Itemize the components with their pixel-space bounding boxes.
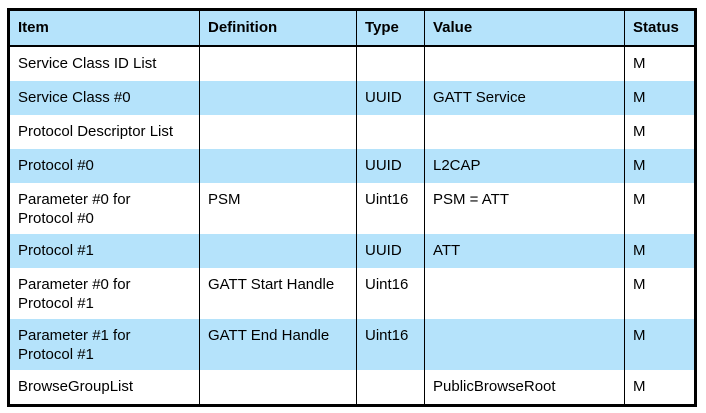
cell-value bbox=[424, 268, 625, 319]
cell-definition bbox=[199, 46, 357, 81]
cell-definition: PSM bbox=[199, 183, 357, 234]
cell-status: M bbox=[624, 319, 696, 370]
table-row: Protocol #0 UUID L2CAP M bbox=[8, 149, 696, 183]
table-row: Service Class #0 UUID GATT Service M bbox=[8, 81, 696, 115]
column-header-type: Type bbox=[356, 9, 425, 47]
table-row: Parameter #0 for Protocol #0 PSM Uint16 PSM… bbox=[8, 183, 696, 234]
column-header-item: Item bbox=[8, 9, 200, 47]
cell-item: Service Class #0 bbox=[8, 81, 200, 115]
table-row: Service Class ID List M bbox=[8, 46, 696, 81]
cell-definition bbox=[199, 370, 357, 406]
cell-type: UUID bbox=[356, 81, 425, 115]
cell-value: ATT bbox=[424, 234, 625, 268]
header-row: Item Definition Type Value Status bbox=[8, 9, 696, 47]
cell-value: L2CAP bbox=[424, 149, 625, 183]
cell-definition: GATT End Handle bbox=[199, 319, 357, 370]
column-header-status: Status bbox=[624, 9, 696, 47]
cell-type: Uint16 bbox=[356, 268, 425, 319]
cell-value: PublicBrowseRoot bbox=[424, 370, 625, 406]
cell-value bbox=[424, 115, 625, 149]
cell-value: PSM = ATT bbox=[424, 183, 625, 234]
cell-status: M bbox=[624, 149, 696, 183]
cell-status: M bbox=[624, 46, 696, 81]
sdp-record-table: Item Definition Type Value Status Service Cl… bbox=[7, 8, 697, 407]
cell-definition bbox=[199, 115, 357, 149]
cell-type bbox=[356, 115, 425, 149]
column-header-value: Value bbox=[424, 9, 625, 47]
cell-type: UUID bbox=[356, 234, 425, 268]
cell-definition: GATT Start Handle bbox=[199, 268, 357, 319]
cell-item: Parameter #0 for Protocol #1 bbox=[8, 268, 200, 319]
cell-value bbox=[424, 319, 625, 370]
table-row: Protocol Descriptor List M bbox=[8, 115, 696, 149]
table-row: BrowseGroupList PublicBrowseRoot M bbox=[8, 370, 696, 406]
cell-definition bbox=[199, 81, 357, 115]
cell-item: Protocol Descriptor List bbox=[8, 115, 200, 149]
cell-status: M bbox=[624, 370, 696, 406]
cell-value bbox=[424, 46, 625, 81]
column-header-definition: Definition bbox=[199, 9, 357, 47]
cell-type bbox=[356, 46, 425, 81]
cell-status: M bbox=[624, 115, 696, 149]
table-row: Protocol #1 UUID ATT M bbox=[8, 234, 696, 268]
cell-item: Parameter #0 for Protocol #0 bbox=[8, 183, 200, 234]
cell-definition bbox=[199, 234, 357, 268]
sdp-record-table-container: Item Definition Type Value Status Service Cl… bbox=[7, 8, 697, 407]
cell-type: Uint16 bbox=[356, 183, 425, 234]
cell-type: Uint16 bbox=[356, 319, 425, 370]
cell-type: UUID bbox=[356, 149, 425, 183]
cell-type bbox=[356, 370, 425, 406]
cell-status: M bbox=[624, 81, 696, 115]
cell-definition bbox=[199, 149, 357, 183]
cell-status: M bbox=[624, 268, 696, 319]
cell-status: M bbox=[624, 234, 696, 268]
cell-item: BrowseGroupList bbox=[8, 370, 200, 406]
cell-status: M bbox=[624, 183, 696, 234]
table-header: Item Definition Type Value Status bbox=[8, 9, 696, 47]
cell-item: Service Class ID List bbox=[8, 46, 200, 81]
table-row: Parameter #1 for Protocol #1 GATT End Han… bbox=[8, 319, 696, 370]
cell-value: GATT Service bbox=[424, 81, 625, 115]
cell-item: Parameter #1 for Protocol #1 bbox=[8, 319, 200, 370]
table-body: Service Class ID List M Service Class #0 UU… bbox=[8, 46, 696, 406]
table-row: Parameter #0 for Protocol #1 GATT Start H… bbox=[8, 268, 696, 319]
cell-item: Protocol #0 bbox=[8, 149, 200, 183]
cell-item: Protocol #1 bbox=[8, 234, 200, 268]
